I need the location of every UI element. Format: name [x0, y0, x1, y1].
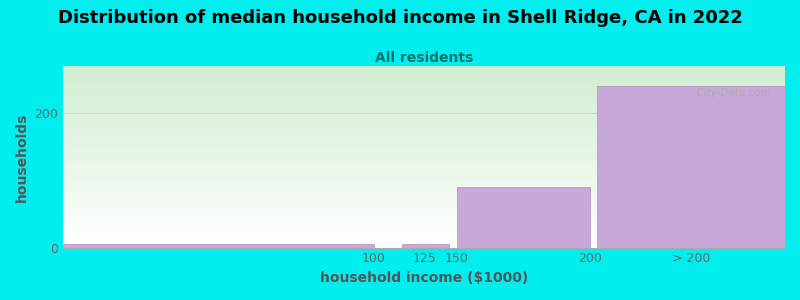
Text: City-Data.com: City-Data.com	[690, 88, 770, 98]
Bar	[402, 244, 450, 248]
X-axis label: household income ($1000): household income ($1000)	[320, 271, 528, 285]
Bar	[63, 244, 374, 248]
Title: All residents: All residents	[375, 51, 474, 65]
Bar	[598, 86, 785, 247]
Bar	[457, 187, 590, 247]
Text: Distribution of median household income in Shell Ridge, CA in 2022: Distribution of median household income …	[58, 9, 742, 27]
Y-axis label: households: households	[15, 112, 29, 202]
